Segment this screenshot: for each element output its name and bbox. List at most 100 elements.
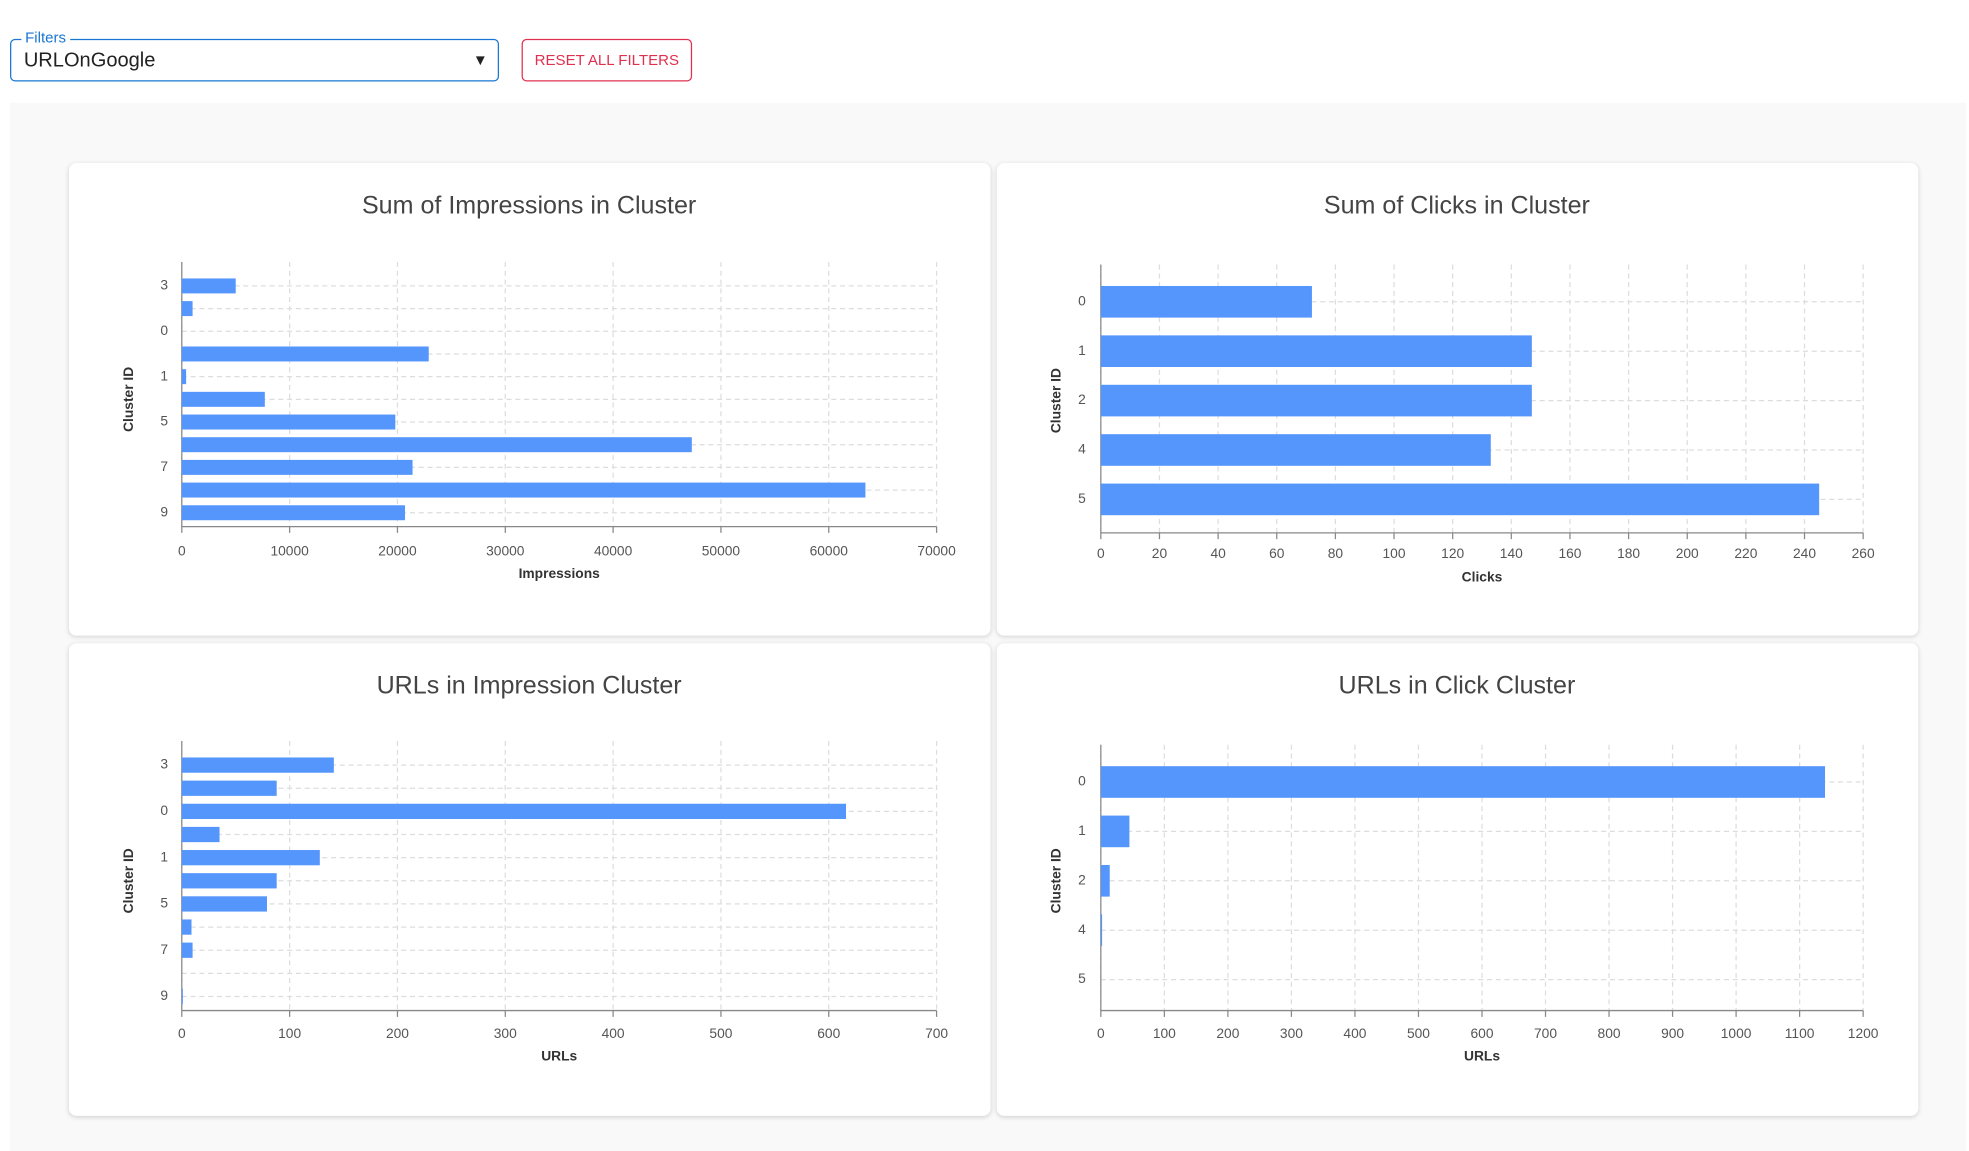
x-axis-label: URLs (1464, 1049, 1500, 1064)
bar (181, 414, 396, 430)
x-axis-label: URLs (541, 1049, 577, 1064)
x-tick-label: 0 (1097, 546, 1105, 561)
x-tick-label: 20 (1152, 546, 1168, 561)
chart-card: URLs in Impression Cluster 0 100 200 300 400 5… (68, 643, 991, 1116)
x-tick-label: 180 (1617, 546, 1640, 561)
y-tick-label: 7 (160, 459, 168, 474)
x-tick-label: 300 (494, 1026, 517, 1041)
bar (181, 437, 692, 453)
x-tick-label: 200 (386, 1026, 409, 1041)
y-tick-label: 1 (160, 849, 168, 864)
bar (181, 873, 277, 889)
bar (1100, 864, 1110, 897)
bar (181, 301, 193, 317)
chart-card: URLs in Click Cluster 0 100 200 300 400 500 600… (996, 643, 1919, 1116)
bar (181, 826, 220, 843)
x-tick-label: 0 (1097, 1026, 1105, 1041)
bar (1100, 335, 1532, 367)
x-tick-label: 100 (1153, 1026, 1176, 1041)
bar (181, 942, 193, 958)
chart: URLs in Impression Cluster 0 100 200 300 400 5… (121, 672, 949, 1064)
bar (181, 505, 406, 521)
bar (1100, 815, 1130, 848)
filter-value: URLOnGoogle (23, 50, 156, 72)
dropdown-arrow: ▼ (472, 51, 488, 69)
bar (181, 803, 847, 820)
y-axis-label: Cluster ID (1049, 368, 1064, 433)
y-tick-label: 4 (1078, 922, 1086, 937)
x-tick-label: 400 (1343, 1026, 1366, 1041)
y-tick-label: 3 (160, 757, 168, 772)
filter-label: Filters (21, 28, 70, 47)
x-tick-label: 400 (602, 1026, 625, 1041)
y-tick-label: 0 (1078, 293, 1086, 308)
x-tick-label: 700 (925, 1026, 948, 1041)
x-tick-label: 1000 (1721, 1026, 1752, 1041)
bar (181, 780, 277, 796)
x-tick-label: 100 (1383, 546, 1406, 561)
x-tick-label: 140 (1500, 546, 1523, 561)
x-axis-label: Impressions (519, 566, 601, 581)
y-tick-label: 0 (160, 803, 168, 818)
y-tick-label: 2 (1078, 872, 1086, 887)
y-axis-label: Cluster ID (121, 367, 136, 432)
bar (1100, 483, 1820, 516)
x-tick-label: 120 (1441, 546, 1464, 561)
y-tick-label: 2 (1078, 392, 1086, 407)
bar (181, 850, 320, 866)
y-tick-label: 0 (160, 323, 168, 338)
y-axis-label: Cluster ID (121, 848, 136, 913)
x-tick-label: 600 (1470, 1026, 1493, 1041)
chart-title: URLs in Click Cluster (1339, 672, 1576, 700)
x-tick-label: 260 (1852, 546, 1875, 561)
x-tick-label: 70000 (917, 543, 956, 558)
x-tick-label: 900 (1661, 1026, 1684, 1041)
y-tick-label: 7 (160, 942, 168, 957)
x-tick-label: 200 (1676, 546, 1699, 561)
bar (181, 391, 265, 407)
bar (1100, 914, 1103, 947)
x-axis-label: Clicks (1462, 570, 1503, 585)
chart-title: URLs in Impression Cluster (377, 672, 682, 700)
chart-title: Sum of Clicks in Cluster (1324, 192, 1590, 220)
bar (1100, 434, 1491, 466)
y-tick-label: 4 (1078, 442, 1086, 457)
x-tick-label: 220 (1734, 546, 1757, 561)
filter-select[interactable]: Filters URLOnGoogle ▼ (10, 28, 500, 82)
bar (181, 459, 413, 475)
y-tick-label: 1 (1078, 823, 1086, 838)
bar (181, 482, 866, 498)
y-tick-label: 1 (160, 368, 168, 383)
x-tick-label: 40 (1210, 546, 1226, 561)
x-tick-label: 30000 (486, 543, 525, 558)
x-tick-label: 80 (1328, 546, 1344, 561)
y-tick-label: 5 (160, 896, 168, 911)
y-tick-label: 9 (160, 504, 168, 519)
x-tick-label: 240 (1793, 546, 1816, 561)
y-tick-label: 5 (1078, 491, 1086, 506)
x-tick-label: 500 (1407, 1026, 1430, 1041)
x-tick-label: 50000 (702, 543, 741, 558)
x-tick-label: 300 (1280, 1026, 1303, 1041)
x-tick-label: 600 (817, 1026, 840, 1041)
x-tick-label: 500 (709, 1026, 732, 1041)
bar (181, 919, 192, 935)
y-tick-label: 5 (160, 414, 168, 429)
x-tick-label: 700 (1534, 1026, 1557, 1041)
x-tick-label: 10000 (270, 543, 309, 558)
bar (181, 346, 429, 362)
bar (1100, 384, 1532, 417)
y-axis-label: Cluster ID (1049, 848, 1064, 913)
x-tick-label: 100 (278, 1026, 301, 1041)
x-tick-label: 0 (178, 1026, 186, 1041)
bar (181, 757, 334, 773)
reset-button[interactable]: RESET ALL FILTERS (521, 38, 693, 82)
bar (1100, 285, 1312, 318)
x-tick-label: 20000 (378, 543, 417, 558)
y-tick-label: 0 (1078, 774, 1086, 789)
chart-card: Sum of Clicks in Cluster 0 20 40 60 80 100 120 1… (996, 162, 1919, 636)
y-tick-label: 3 (160, 278, 168, 293)
